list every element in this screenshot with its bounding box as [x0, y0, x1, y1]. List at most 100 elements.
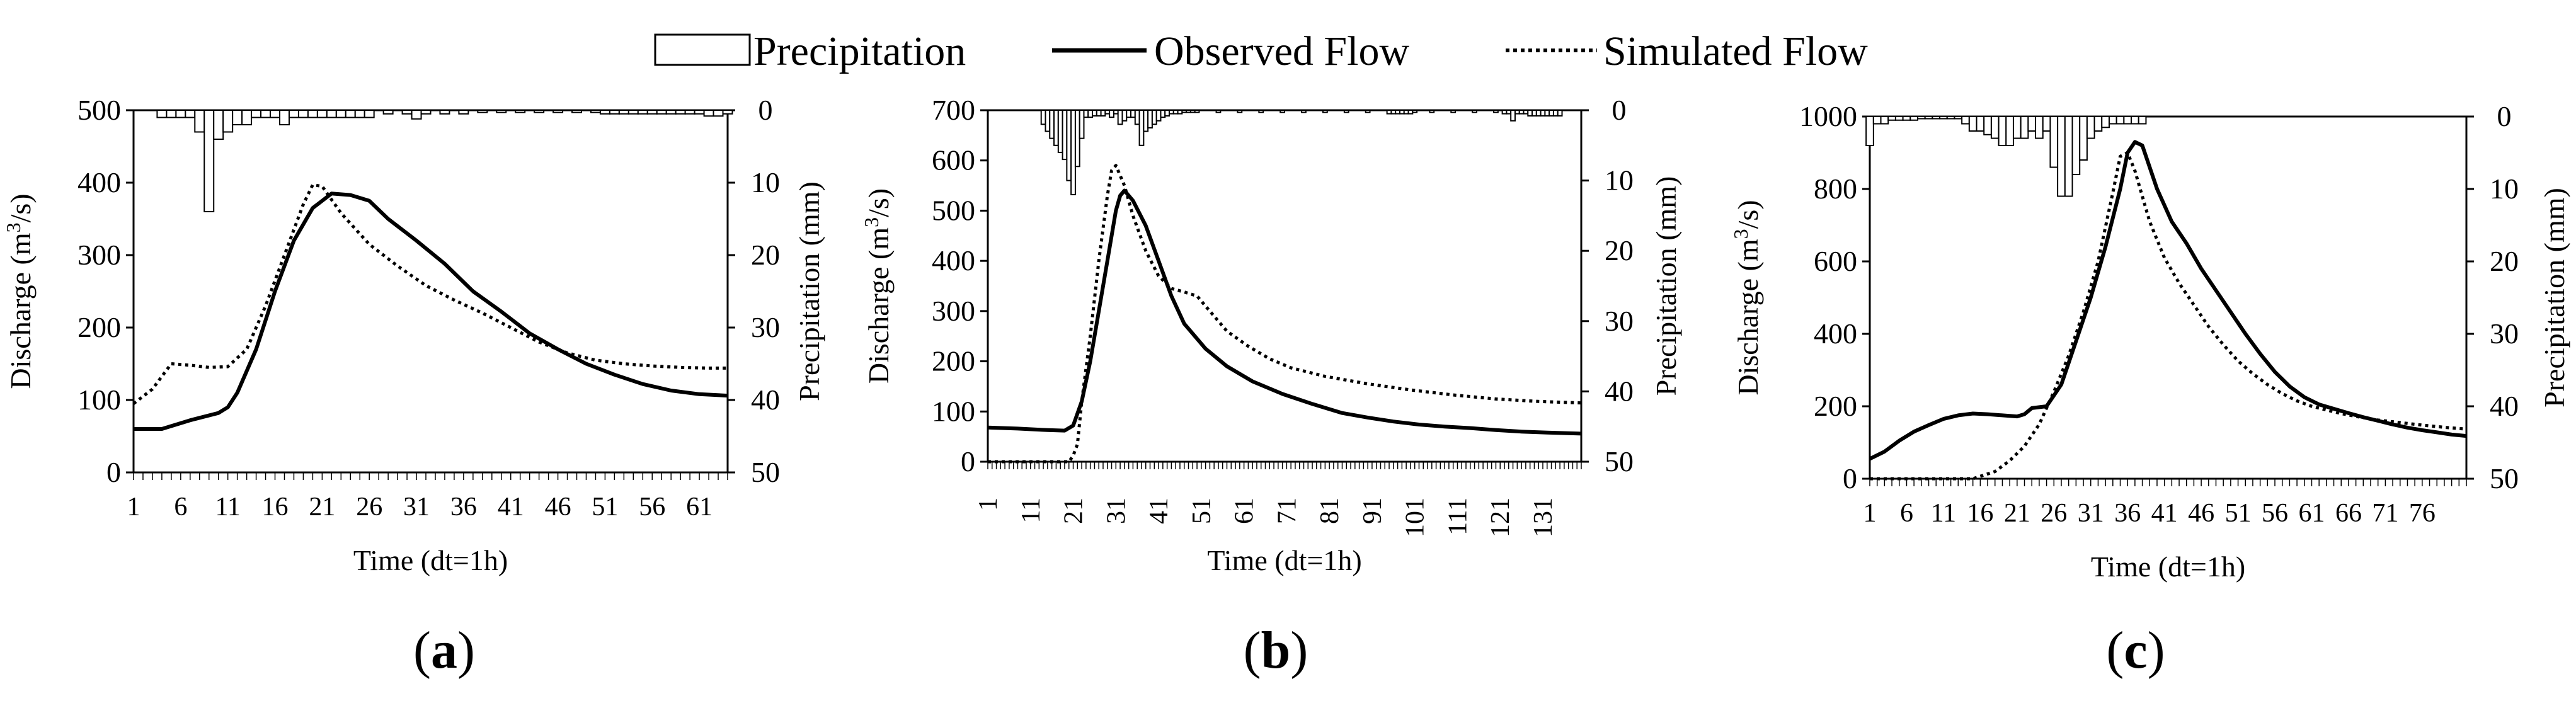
precipitation-bar — [1138, 110, 1145, 146]
precipitation-bar — [288, 110, 299, 118]
y2-tick-label: 10 — [751, 166, 780, 198]
precipitation-bar — [1079, 110, 1085, 139]
x-tick-label: 26 — [356, 493, 382, 522]
x-tick-label: 21 — [309, 493, 335, 522]
y-tick-label: 400 — [1814, 317, 1857, 350]
panel-label-b: (b) — [1244, 621, 1308, 680]
x-tick-label: 121 — [1486, 498, 1515, 537]
precipitation-bar — [2123, 116, 2132, 125]
x-tick-label: 51 — [1188, 498, 1216, 524]
y2-tick-label: 20 — [2490, 245, 2519, 277]
precipitation-bar — [646, 110, 658, 115]
precipitation-bar — [1087, 110, 1094, 118]
precipitation-bar — [307, 110, 318, 118]
precipitation-bar — [354, 110, 365, 118]
precipitation-bar — [1386, 110, 1392, 115]
y2-tick-label: 40 — [1605, 375, 1634, 407]
precipitation-bar — [1887, 116, 1896, 121]
precipitation-bar — [1493, 110, 1499, 113]
precipitation-bar — [1429, 110, 1435, 113]
precipitation-bar — [1172, 110, 1179, 115]
precipitation-bar — [637, 110, 648, 115]
y-tick-label: 400 — [77, 166, 121, 198]
precipitation-bar — [552, 110, 564, 113]
simulated-flow-line — [1870, 151, 2467, 481]
x-tick-label: 101 — [1401, 498, 1430, 537]
x-tick-label: 16 — [1967, 499, 1993, 528]
precipitation-bar — [1916, 116, 1926, 120]
precipitation-bar — [571, 110, 582, 113]
precipitation-bar — [279, 110, 290, 125]
precipitation-bar — [270, 110, 281, 118]
precipitation-bar — [232, 110, 243, 125]
y2-tick-label: 50 — [751, 456, 780, 488]
y2-tick-label: 30 — [1605, 305, 1634, 337]
x-tick-label: 41 — [1145, 498, 1174, 524]
precipitation-bar — [2138, 116, 2147, 125]
precipitation-bar — [2035, 116, 2044, 139]
panel-label-c: (c) — [2106, 621, 2165, 680]
precipitation-bar — [1403, 110, 1409, 115]
legend-observed-label: Observed Flow — [1154, 28, 1409, 74]
y2-tick-label: 50 — [2490, 462, 2519, 494]
x-axis-label: Time (dt=1h) — [2091, 551, 2245, 583]
x-tick-label: 131 — [1529, 498, 1558, 537]
precipitation-bar — [722, 110, 733, 115]
precipitation-bar — [2027, 116, 2037, 132]
y2-axis-label: Precipitation (mm) — [793, 181, 825, 401]
precipitation-bar — [1194, 110, 1200, 113]
precipitation-bar — [2086, 116, 2095, 139]
precipitation-bar — [1113, 110, 1119, 115]
y-tick-label: 100 — [77, 384, 121, 416]
precipitation-bar — [1062, 110, 1068, 161]
precipitation-bar — [1544, 110, 1550, 117]
x-tick-label: 71 — [1273, 498, 1302, 524]
x-tick-label: 36 — [450, 493, 477, 522]
x-tick-label: 41 — [498, 493, 524, 522]
y-tick-label: 100 — [932, 395, 975, 427]
precipitation-bar — [1968, 116, 1978, 132]
precipitation-bar — [364, 110, 375, 118]
precipitation-bar — [1954, 116, 1963, 120]
x-tick-label: 61 — [1230, 498, 1259, 524]
observed-flow-line — [134, 191, 728, 431]
precipitation-bar — [684, 110, 696, 115]
precipitation-bar — [2115, 116, 2125, 125]
precipitation-bar — [1181, 110, 1188, 113]
precipitation-bar — [1186, 110, 1191, 113]
precipitation-bar — [1865, 116, 1874, 146]
x-tick-label: 46 — [545, 493, 571, 522]
precipitation-bar — [1510, 110, 1516, 122]
x-tick-label: 46 — [2188, 499, 2214, 528]
y-tick-label: 600 — [1814, 245, 1857, 277]
precipitation-bar — [627, 110, 639, 115]
x-tick-label: 61 — [2298, 499, 2325, 528]
y-axis-label: Discharge (m3/s) — [860, 188, 895, 384]
x-tick-label: 66 — [2335, 499, 2362, 528]
y2-tick-label: 10 — [2490, 173, 2519, 205]
x-tick-label: 1 — [127, 493, 140, 522]
precipitation-bar — [1126, 110, 1132, 118]
x-tick-label: 16 — [262, 493, 289, 522]
precipitation-bar — [1155, 110, 1162, 122]
precipitation-bar — [439, 110, 450, 115]
simulated-flow-line — [988, 164, 1582, 464]
x-tick-label: 76 — [2409, 499, 2436, 528]
x-tick-label: 26 — [2041, 499, 2067, 528]
precipitation-bar — [1552, 110, 1559, 117]
precipitation-bar — [1990, 116, 2000, 139]
y-tick-label: 700 — [932, 94, 975, 126]
observed-flow-line — [1869, 140, 2467, 461]
x-tick-label: 21 — [2004, 499, 2030, 528]
y-tick-label: 800 — [1814, 173, 1857, 205]
precipitation-bar — [1998, 116, 2007, 146]
precipitation-bar — [1189, 110, 1196, 113]
precipitation-bar — [2020, 116, 2029, 139]
precipitation-bar — [1557, 110, 1563, 117]
y2-tick-label: 50 — [1605, 445, 1634, 477]
precipitation-bar — [2005, 116, 2014, 146]
precipitation-bar — [1104, 110, 1111, 115]
y-tick-label: 400 — [932, 244, 975, 277]
